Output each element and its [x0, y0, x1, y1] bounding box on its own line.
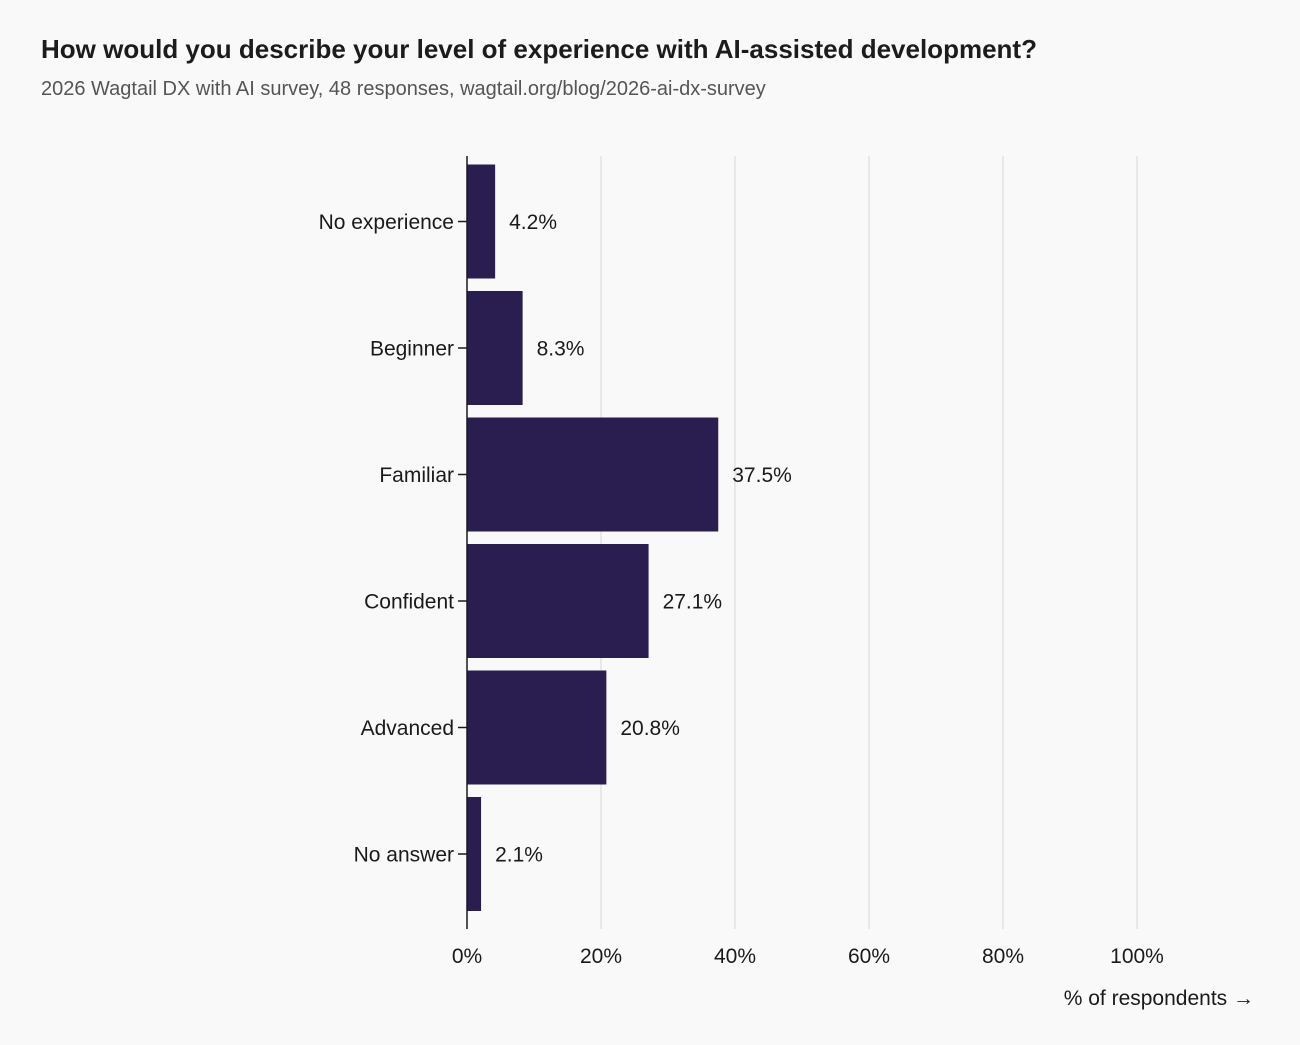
x-tick-label-100: 100%	[1110, 945, 1164, 968]
gridlines	[600, 156, 1138, 929]
bar-familiar	[467, 417, 719, 532]
x-tick-label-40: 40%	[714, 945, 756, 968]
value-label-familiar: 37.5%	[732, 464, 792, 487]
x-tick-label-0: 0%	[452, 945, 482, 968]
bar-no-answer	[467, 797, 482, 911]
bar-confident	[467, 544, 649, 658]
bar-no-experience	[467, 164, 496, 279]
chart-title: How would you describe your level of exp…	[41, 34, 1037, 64]
bar-advanced	[467, 670, 607, 785]
chart-subtitle: 2026 Wagtail DX with AI survey, 48 respo…	[41, 78, 766, 100]
x-tick-label-20: 20%	[580, 945, 622, 968]
x-axis-title: % of respondents →	[1064, 987, 1254, 1010]
category-label-no-experience: No experience	[319, 211, 454, 234]
x-tick-label-60: 60%	[848, 945, 890, 968]
bar-beginner	[467, 291, 523, 405]
category-label-advanced: Advanced	[361, 717, 454, 740]
category-label-no-answer: No answer	[354, 844, 454, 867]
category-label-confident: Confident	[364, 591, 454, 614]
x-tick-label-80: 80%	[982, 945, 1024, 968]
value-label-advanced: 20.8%	[620, 717, 680, 740]
category-label-familiar: Familiar	[379, 464, 454, 487]
axes	[458, 156, 468, 929]
bars	[467, 164, 719, 911]
labels: 0% 20% 40% 60% 80% 100% No experience 4.2% Begin…	[319, 211, 1164, 968]
value-label-no-answer: 2.1%	[495, 844, 543, 867]
value-label-no-experience: 4.2%	[509, 211, 557, 234]
category-label-beginner: Beginner	[370, 338, 454, 361]
value-label-beginner: 8.3%	[537, 338, 585, 361]
value-label-confident: 27.1%	[663, 591, 723, 614]
